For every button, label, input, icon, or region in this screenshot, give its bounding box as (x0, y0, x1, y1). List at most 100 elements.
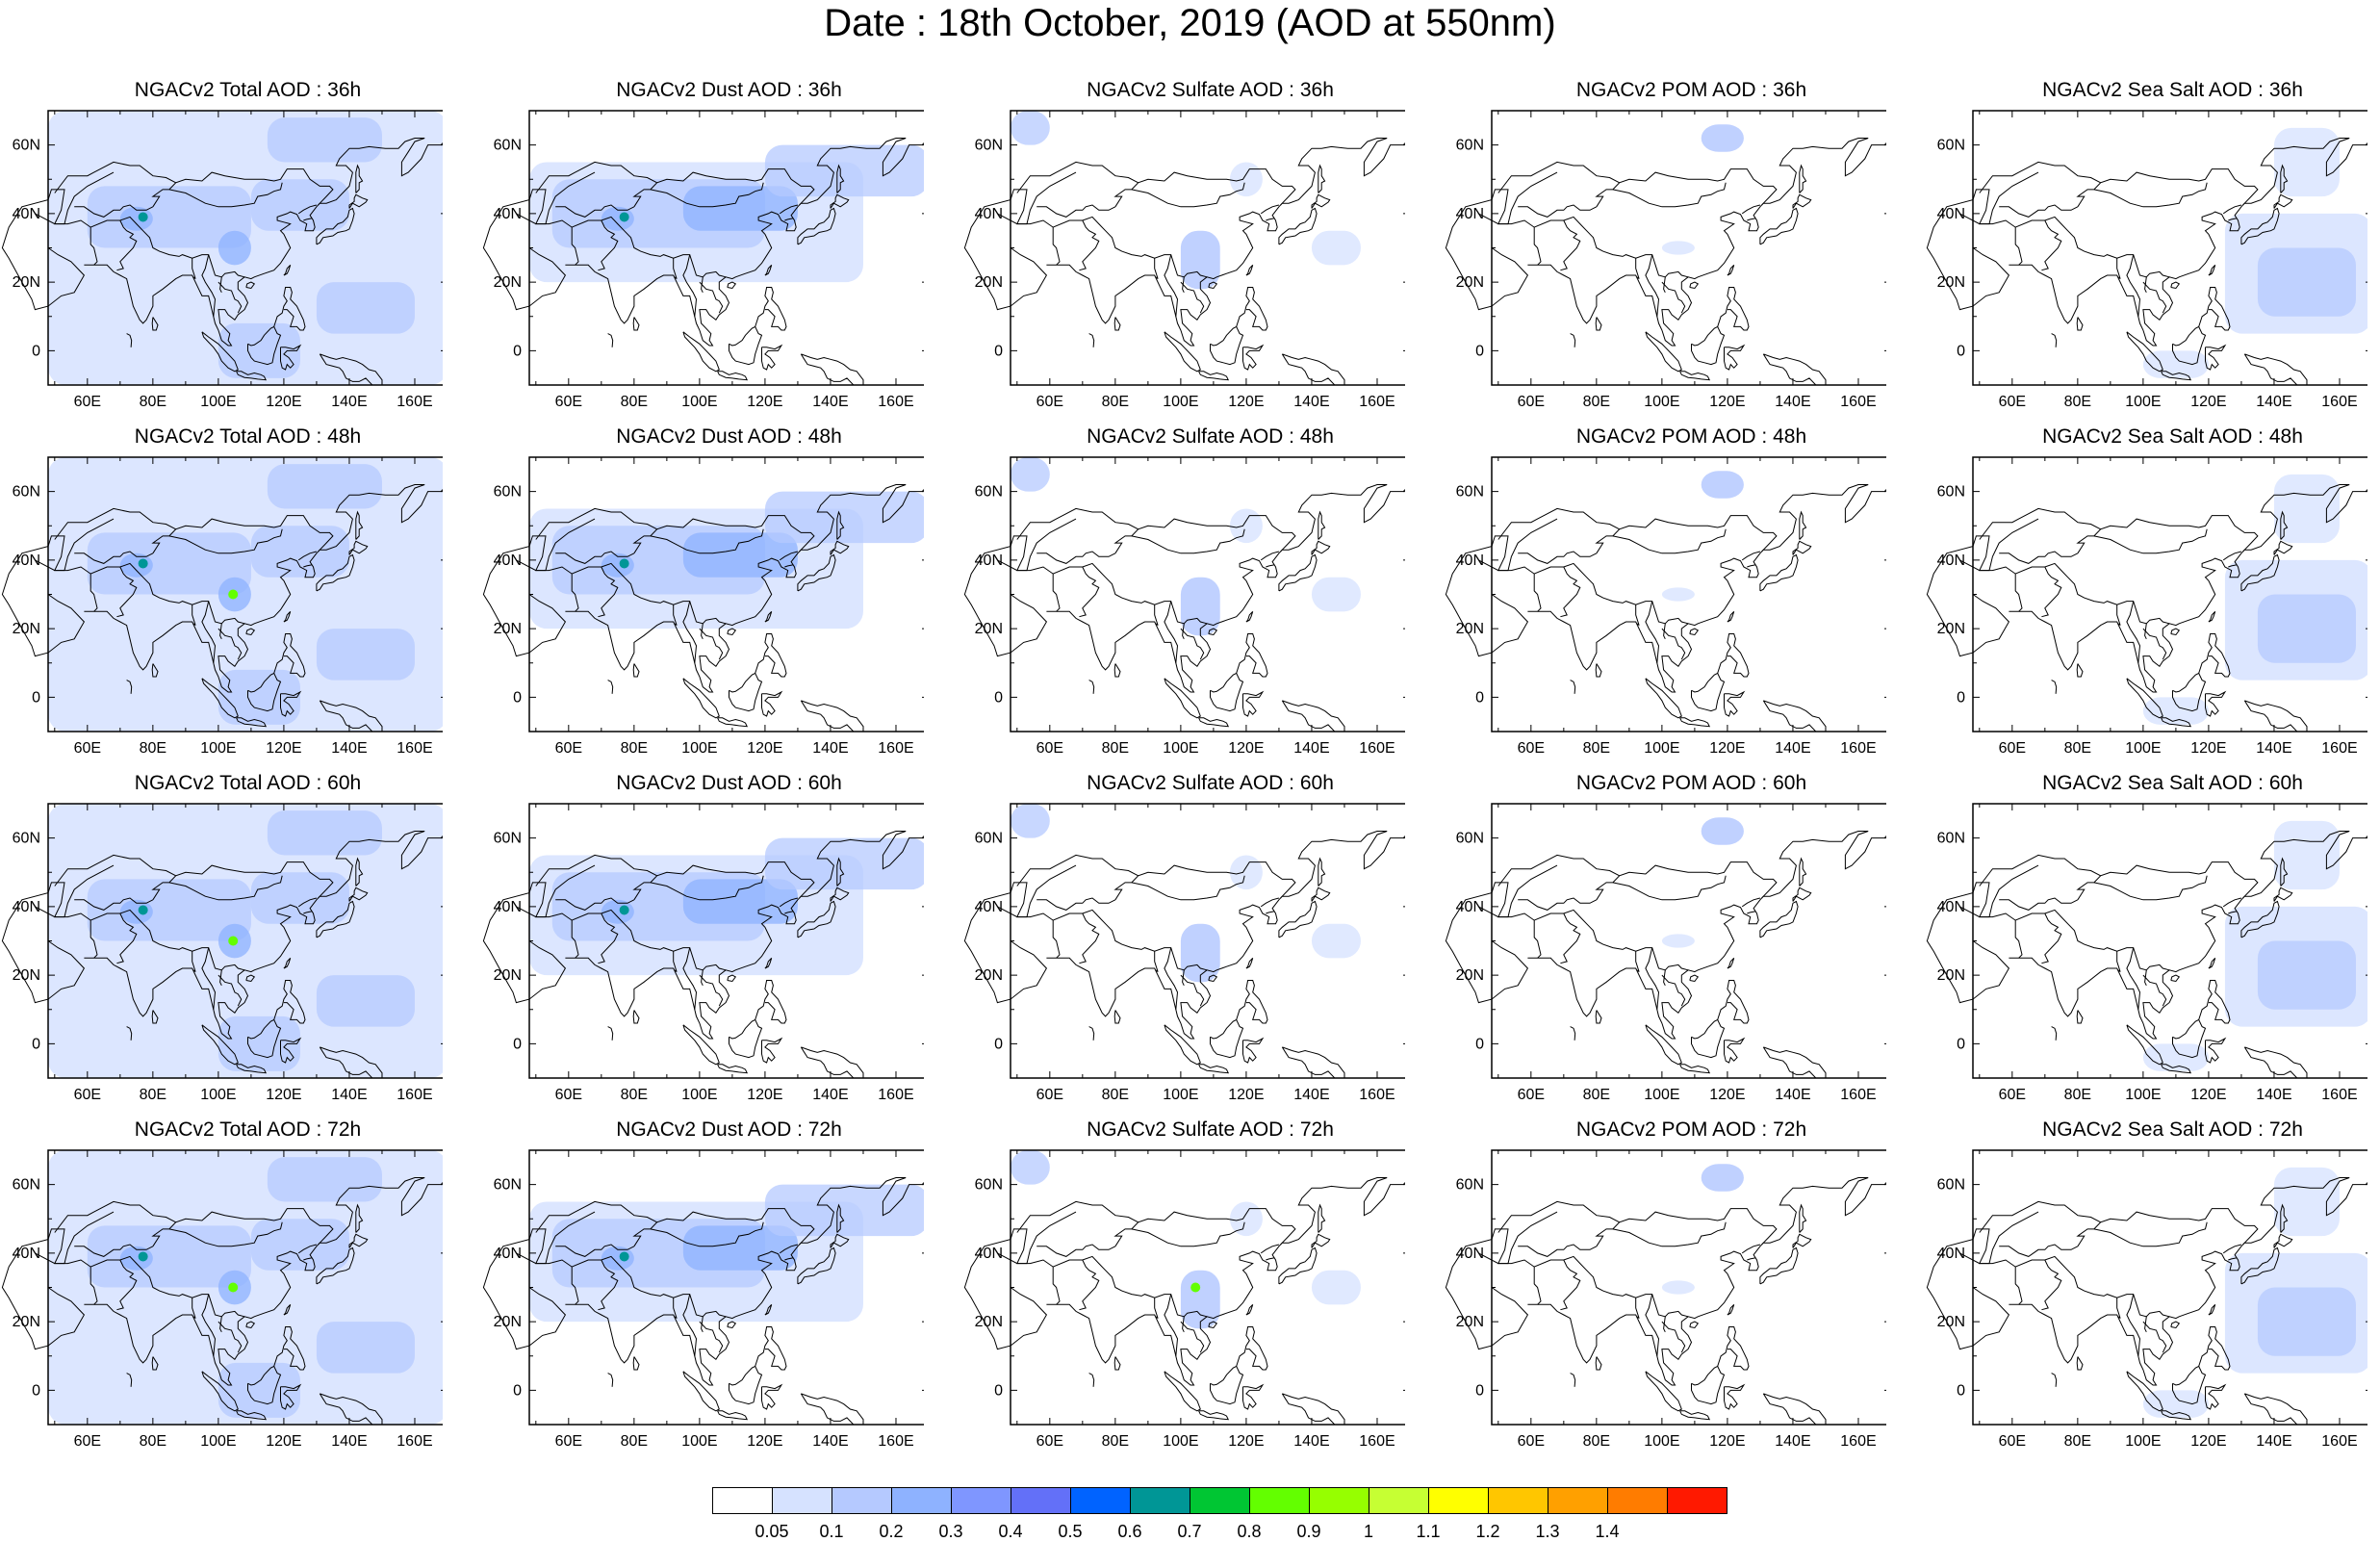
coastline (764, 264, 773, 276)
colorbar-swatch (1130, 1487, 1190, 1514)
country-border (2222, 897, 2242, 908)
country-border (632, 168, 815, 208)
country-border (1180, 628, 1205, 660)
lat-tick-label: 20N (494, 967, 522, 984)
coastline (607, 1026, 614, 1041)
country-border (2093, 528, 2208, 554)
country-border (116, 219, 138, 271)
lat-tick-label: 60N (13, 484, 40, 501)
coastline (1278, 207, 1318, 245)
panel-title: NGACv2 Sulfate AOD : 72h (1087, 1118, 1334, 1141)
country-border (555, 897, 635, 911)
coastline (1236, 287, 1268, 331)
lon-tick-label: 160E (397, 394, 432, 410)
coastline (836, 510, 845, 540)
country-border (2222, 551, 2242, 561)
country-border (90, 1267, 98, 1305)
country-border (192, 604, 196, 626)
lat-tick-label: 40N (1456, 1246, 1484, 1262)
aod-shade-region (764, 491, 924, 544)
coastline (836, 1203, 845, 1233)
country-border (535, 161, 657, 193)
coastline (800, 700, 864, 732)
coastline (2170, 281, 2181, 290)
country-border (516, 906, 727, 971)
colorbar-label: 1.1 (1416, 1522, 1441, 1541)
map-panel: NGACv2 Total AOD : 36h 60E 80E 100E 120E 140E… (0, 79, 443, 424)
country-border (2228, 911, 2237, 914)
lon-tick-label: 120E (2190, 740, 2226, 757)
country-border (1497, 1200, 1620, 1233)
coastline (236, 1064, 268, 1074)
lon-tick-label: 140E (2256, 740, 2291, 757)
coastline (2198, 287, 2231, 331)
lon-tick-label: 100E (1644, 394, 1679, 410)
country-border (151, 515, 334, 554)
coastline (1645, 331, 1682, 373)
lat-tick-label: 60N (13, 831, 40, 847)
country-border (2144, 623, 2147, 640)
country-border (218, 281, 243, 314)
aod-hotspot (138, 905, 148, 915)
colorbar-swatch (1011, 1487, 1071, 1514)
country-border (1164, 947, 1179, 1010)
country-border (54, 854, 176, 887)
lat-tick-label: 20N (1937, 967, 1965, 984)
country-border (1741, 551, 1761, 561)
lon-tick-label: 60E (1999, 1087, 2026, 1103)
coastline (1318, 857, 1326, 887)
coastline (1645, 678, 1682, 719)
coastline (2208, 264, 2216, 276)
coastline (316, 207, 355, 245)
country-border (1180, 1321, 1205, 1353)
lon-tick-label: 160E (1840, 1433, 1876, 1450)
lon-tick-label: 60E (74, 1433, 101, 1450)
country-border (1595, 515, 1778, 554)
country-border (673, 1298, 678, 1319)
country-border (201, 601, 217, 663)
lon-tick-label: 100E (2125, 1087, 2161, 1103)
coastline (2172, 1018, 2207, 1059)
lat-tick-label: 0 (513, 343, 522, 359)
country-border (35, 1252, 245, 1318)
country-border (682, 601, 698, 663)
country-border (779, 897, 799, 908)
coastline (2208, 957, 2216, 969)
country-border (632, 1208, 815, 1247)
coastline (1727, 264, 1735, 276)
coastline (1727, 957, 1735, 969)
lat-tick-label: 40N (975, 899, 1003, 915)
country-border (2076, 168, 2259, 208)
country-border (1645, 254, 1660, 317)
country-border (632, 861, 815, 901)
lon-tick-label: 120E (266, 1433, 301, 1450)
lon-tick-label: 80E (621, 1087, 648, 1103)
aod-shade-region (2257, 594, 2356, 663)
country-border (54, 161, 176, 193)
country-border (1533, 1267, 1542, 1305)
lat-tick-label: 40N (1937, 1246, 1965, 1262)
lon-tick-label: 140E (1293, 1087, 1329, 1103)
country-border (219, 623, 222, 640)
lat-tick-label: 40N (975, 553, 1003, 569)
coastline (2076, 1010, 2084, 1024)
lat-tick-label: 60N (975, 1177, 1003, 1194)
country-border (192, 951, 196, 972)
country-border (1182, 1316, 1185, 1333)
country-border (650, 528, 764, 554)
country-border (1497, 507, 1620, 540)
map-panel: NGACv2 POM AOD : 36h 60E 80E 100E 120E 140E 16… (1444, 79, 1886, 424)
country-border (90, 574, 98, 612)
country-border (1747, 218, 1755, 221)
coastline (632, 1356, 640, 1371)
coastline (682, 1371, 720, 1412)
country-border (1260, 897, 1280, 908)
country-border (1518, 551, 1598, 564)
lon-tick-label: 160E (878, 1087, 913, 1103)
coastline (2009, 831, 2367, 1040)
lat-tick-label: 0 (32, 343, 40, 359)
coastline (316, 1246, 355, 1285)
coastline (2243, 700, 2308, 732)
lon-tick-label: 100E (1163, 1433, 1198, 1450)
country-border (2014, 574, 2023, 612)
